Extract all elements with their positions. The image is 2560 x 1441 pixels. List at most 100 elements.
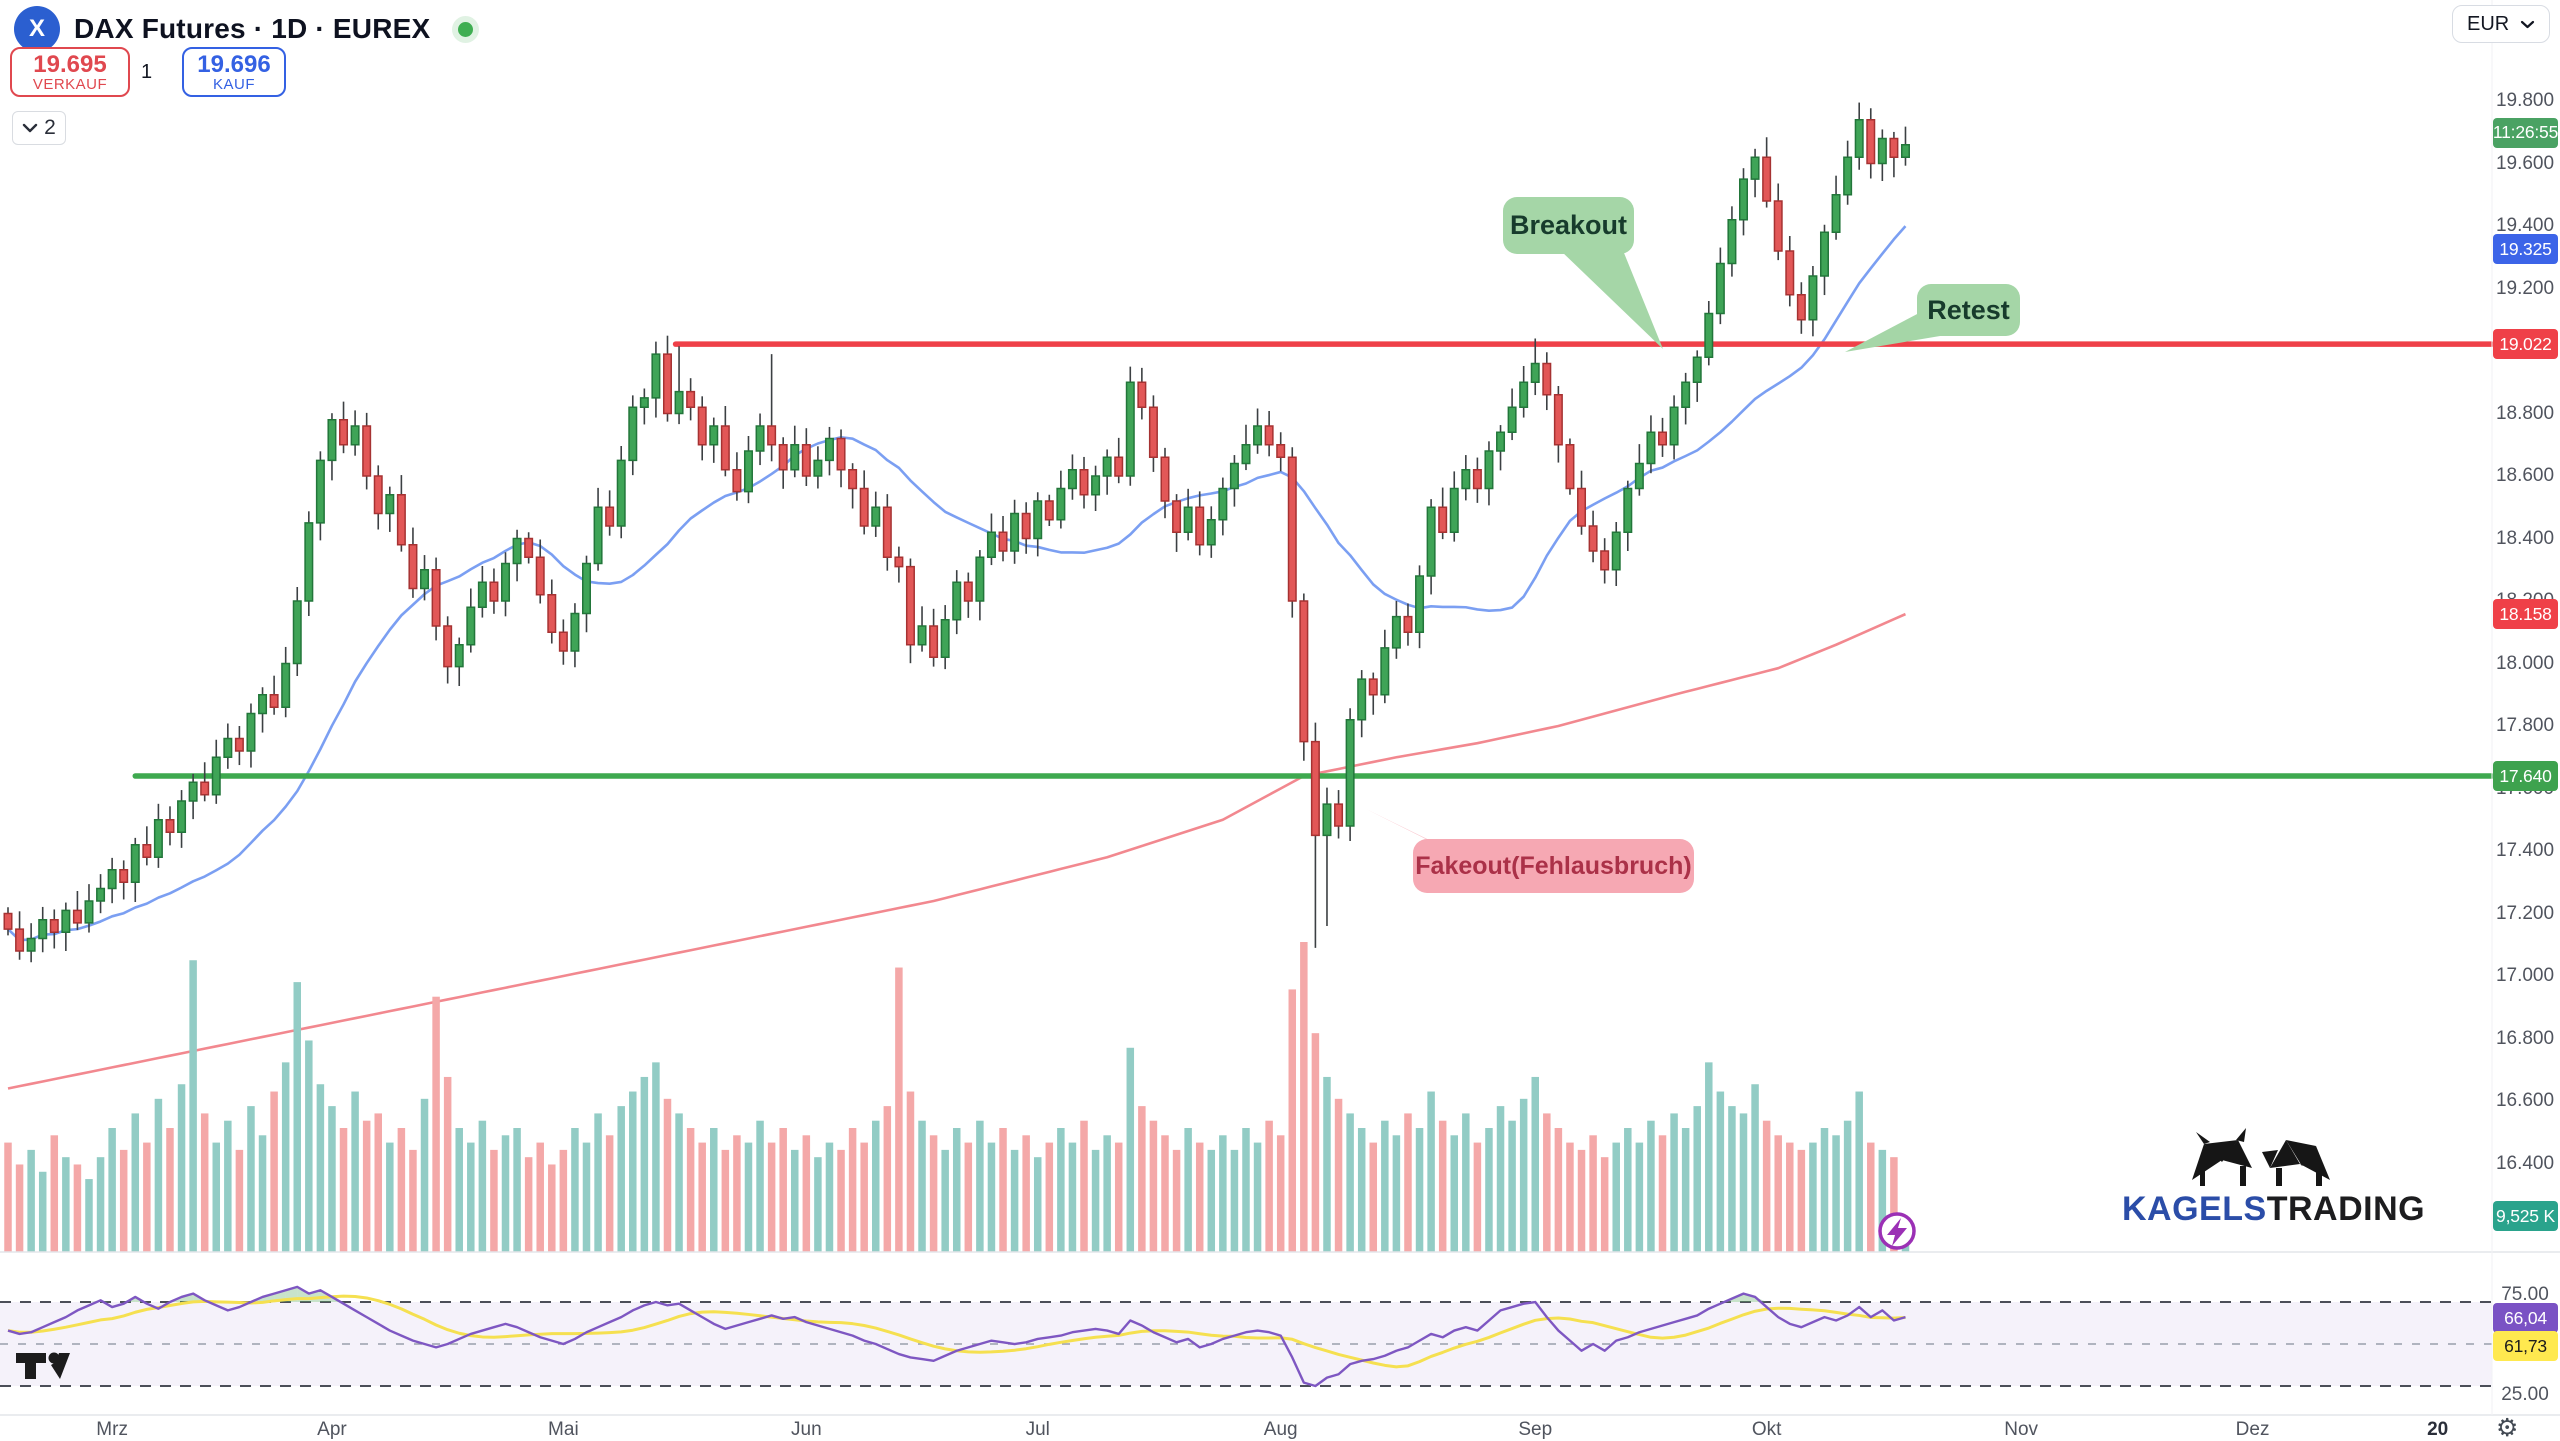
- candle: [1137, 381, 1147, 408]
- candle: [1125, 381, 1135, 477]
- candle: [1611, 531, 1621, 571]
- candle: [859, 487, 869, 527]
- symbol-logo-icon: X: [14, 6, 60, 52]
- volume-bar: [189, 960, 197, 1252]
- candle: [1391, 615, 1401, 649]
- volume-bar: [1543, 1113, 1551, 1252]
- volume-bar: [1080, 1120, 1088, 1252]
- candle: [1067, 469, 1077, 490]
- volume-bar: [409, 1149, 417, 1252]
- volume-bar: [328, 1106, 336, 1252]
- candle: [1819, 231, 1829, 277]
- volume-bar: [1334, 1098, 1343, 1252]
- candle: [1542, 362, 1552, 396]
- annotation-fakeout[interactable]: Fakeout(Fehlausbruch): [1413, 839, 1694, 893]
- candle: [211, 756, 221, 796]
- volume-bar: [629, 1091, 637, 1252]
- volume-bar: [617, 1106, 625, 1252]
- volume-bar: [96, 1157, 105, 1252]
- volume-bar: [1762, 1120, 1771, 1252]
- volume-bar: [270, 1091, 278, 1252]
- volume-bar: [1485, 1128, 1493, 1252]
- volume-bar: [351, 1091, 359, 1252]
- candle: [1380, 647, 1390, 696]
- volume-bar: [1670, 1113, 1678, 1252]
- volume-bar: [1369, 1142, 1378, 1252]
- candle: [1299, 600, 1309, 743]
- candle: [142, 844, 152, 858]
- volume-bar: [316, 1084, 325, 1252]
- volume-bar: [15, 1164, 24, 1252]
- volume-bar: [1276, 1135, 1285, 1252]
- volume-bar: [1253, 1142, 1262, 1252]
- buy-button[interactable]: 19.696 KAUF: [182, 47, 286, 97]
- candle: [1426, 506, 1436, 577]
- volume-bar: [825, 1142, 834, 1252]
- brand-name-dark: TRADING: [2266, 1190, 2426, 1228]
- red-ma-line: [7, 612, 1907, 1090]
- price-tick-label: 18.000: [2495, 652, 2555, 674]
- candle: [38, 919, 48, 940]
- symbol-header: X DAX Futures · 1D · EUREX: [14, 6, 474, 52]
- candle: [1530, 362, 1540, 383]
- currency-selector[interactable]: EUR: [2452, 5, 2550, 43]
- volume-bars: [4, 942, 1910, 1252]
- volume-bar: [1404, 1113, 1412, 1252]
- volume-bar: [1114, 1142, 1123, 1252]
- volume-bar: [918, 1120, 926, 1252]
- volume-bar: [1681, 1128, 1690, 1252]
- candle: [84, 900, 94, 924]
- volume-bar: [698, 1142, 706, 1252]
- volume-bar: [1739, 1113, 1748, 1252]
- candle: [3, 912, 13, 930]
- candle: [1762, 156, 1772, 202]
- annotation-retest[interactable]: Retest: [1917, 284, 2020, 336]
- candle: [628, 406, 638, 462]
- kagels-trading-watermark: KAGELSTRADING: [2122, 1190, 2425, 1229]
- volume-bar: [212, 1142, 221, 1252]
- price-tick-label: 19.600: [2495, 152, 2555, 174]
- candle: [1704, 312, 1714, 358]
- collapse-drawings-button[interactable]: 2: [12, 111, 66, 145]
- candle: [1484, 450, 1494, 490]
- volume-bar: [50, 1135, 59, 1252]
- sell-label: VERKAUF: [32, 75, 108, 93]
- sell-button[interactable]: 19.695 VERKAUF: [10, 47, 130, 97]
- volume-bar: [1728, 1106, 1736, 1252]
- volume-bar: [721, 1149, 730, 1252]
- annotation-tail-breakout[interactable]: [1560, 248, 1663, 349]
- volume-bar: [154, 1098, 163, 1252]
- candle: [605, 506, 615, 527]
- volume-bar: [1357, 1128, 1366, 1252]
- candle: [119, 869, 129, 883]
- volume-bar: [883, 1106, 892, 1252]
- volume-bar: [1832, 1135, 1840, 1252]
- annotation-breakout[interactable]: Breakout: [1503, 197, 1634, 254]
- candle: [709, 425, 719, 446]
- tradingview-logo-icon[interactable]: [14, 1349, 84, 1385]
- candle: [894, 556, 904, 568]
- candle: [1438, 506, 1448, 533]
- candle: [1658, 431, 1668, 446]
- volume-bar: [467, 1142, 475, 1252]
- rsi-line: [7, 1285, 1906, 1388]
- candle: [720, 425, 730, 471]
- chevron-down-icon: [22, 123, 38, 133]
- volume-bar: [1589, 1135, 1597, 1252]
- candle: [1854, 119, 1864, 158]
- candle: [952, 581, 962, 621]
- candle: [408, 544, 418, 590]
- candle: [385, 494, 395, 515]
- volume-bar: [756, 1120, 764, 1252]
- gear-icon[interactable]: ⚙: [2496, 1413, 2519, 1441]
- candle: [697, 406, 707, 446]
- time-tick-label: 20: [2427, 1419, 2449, 1440]
- candle: [1276, 444, 1286, 458]
- volume-bar: [952, 1128, 961, 1252]
- volume-bar: [872, 1120, 880, 1252]
- candle: [963, 581, 973, 602]
- candle: [15, 928, 25, 952]
- volume-bar: [1045, 1142, 1054, 1252]
